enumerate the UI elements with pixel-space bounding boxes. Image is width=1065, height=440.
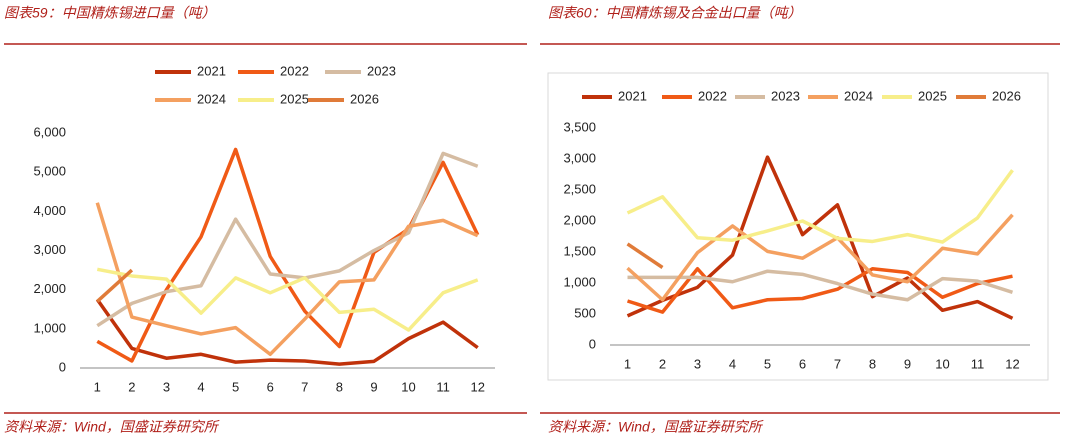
series-line bbox=[626, 155, 1014, 320]
x-tick-label: 9 bbox=[904, 356, 911, 371]
x-tick-label: 11 bbox=[436, 379, 450, 394]
legend-label: 2022 bbox=[698, 88, 727, 103]
chart-frame bbox=[547, 72, 1049, 381]
x-tick-label: 6 bbox=[799, 356, 806, 371]
x-tick-label: 5 bbox=[764, 356, 771, 371]
y-tick-label: 1,500 bbox=[563, 243, 596, 258]
legend-label: 2021 bbox=[618, 88, 647, 103]
x-tick-label: 1 bbox=[94, 379, 101, 394]
series-line bbox=[626, 169, 1014, 244]
x-tick-label: 8 bbox=[869, 356, 876, 371]
legend-label: 2026 bbox=[350, 91, 379, 106]
x-tick-label: 4 bbox=[729, 356, 736, 371]
y-tick-label: 1,000 bbox=[33, 320, 66, 335]
y-tick-label: 6,000 bbox=[33, 124, 66, 139]
series-line bbox=[96, 267, 479, 332]
series-line bbox=[96, 268, 134, 303]
series-line bbox=[95, 298, 479, 366]
y-tick-label: 0 bbox=[589, 336, 596, 351]
x-tick-label: 3 bbox=[694, 356, 701, 371]
series-line bbox=[96, 147, 480, 363]
x-tick-label: 9 bbox=[370, 379, 377, 394]
x-tick-label: 8 bbox=[336, 379, 343, 394]
x-tick-label: 10 bbox=[935, 356, 949, 371]
x-tick-label: 6 bbox=[267, 379, 274, 394]
x-tick-label: 4 bbox=[197, 379, 204, 394]
chart-title: 图表59：中国精炼锡进口量（吨） bbox=[4, 5, 216, 21]
y-tick-label: 2,500 bbox=[563, 181, 596, 196]
y-tick-label: 3,000 bbox=[33, 242, 66, 257]
source: 资料来源：Wind，国盛证券研究所 bbox=[4, 419, 220, 435]
x-tick-label: 2 bbox=[128, 379, 135, 394]
legend-label: 2025 bbox=[280, 91, 309, 106]
legend-label: 2023 bbox=[771, 88, 800, 103]
series-line bbox=[95, 202, 479, 357]
x-tick-label: 12 bbox=[470, 379, 484, 394]
legend-label: 2026 bbox=[992, 88, 1021, 103]
x-tick-label: 2 bbox=[659, 356, 666, 371]
y-tick-label: 3,500 bbox=[563, 119, 596, 134]
legend-label: 2024 bbox=[844, 88, 873, 103]
x-tick-label: 1 bbox=[624, 356, 631, 371]
legend-label: 2021 bbox=[197, 63, 226, 78]
y-tick-label: 3,000 bbox=[563, 150, 596, 165]
legend-label: 2025 bbox=[918, 88, 947, 103]
series-line bbox=[627, 269, 1014, 302]
x-tick-label: 5 bbox=[232, 379, 239, 394]
series-line bbox=[626, 242, 664, 269]
legend-label: 2023 bbox=[367, 63, 396, 78]
x-tick-label: 10 bbox=[401, 379, 415, 394]
legend-label: 2022 bbox=[280, 63, 309, 78]
y-tick-label: 2,000 bbox=[563, 212, 596, 227]
y-tick-label: 2,000 bbox=[33, 281, 66, 296]
y-tick-label: 1,000 bbox=[563, 274, 596, 289]
legend-label: 2024 bbox=[197, 91, 226, 106]
x-tick-label: 7 bbox=[301, 379, 308, 394]
y-tick-label: 500 bbox=[574, 305, 596, 320]
chart-title: 图表60：中国精炼锡及合金出口量（吨） bbox=[548, 5, 802, 21]
y-tick-label: 4,000 bbox=[33, 203, 66, 218]
series-line bbox=[96, 151, 479, 328]
series-line bbox=[626, 213, 1014, 302]
x-tick-label: 12 bbox=[1005, 356, 1019, 371]
y-tick-label: 5,000 bbox=[33, 164, 66, 179]
x-tick-label: 7 bbox=[834, 356, 841, 371]
source: 资料来源：Wind，国盛证券研究所 bbox=[548, 419, 764, 435]
y-tick-label: 0 bbox=[59, 359, 66, 374]
x-tick-label: 11 bbox=[971, 356, 985, 371]
x-tick-label: 3 bbox=[163, 379, 170, 394]
